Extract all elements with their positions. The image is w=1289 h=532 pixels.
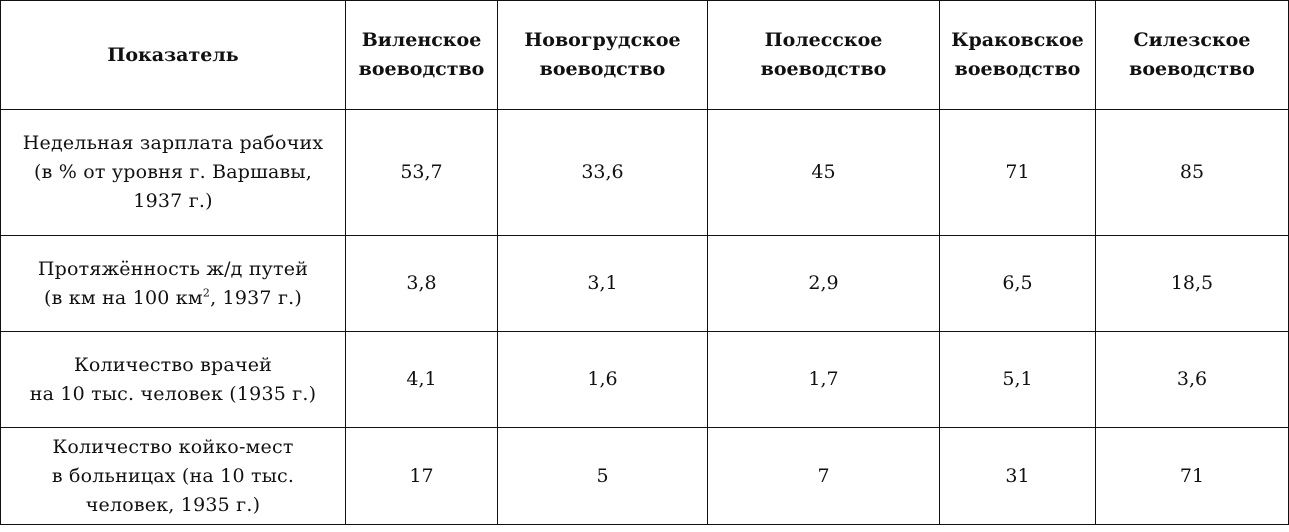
table-cell: 3,8 — [345, 235, 498, 332]
table-row-doctors: Количество врачей на 10 тыс. человек (193… — [0, 331, 1289, 428]
table-cell: 7 — [707, 427, 940, 525]
row-label-line: , 1937 г.) — [210, 286, 302, 309]
header-indicator-label: Показатель — [107, 43, 239, 66]
row-label-line: Количество койко-мест — [52, 435, 294, 458]
row-label-wages: Недельная зарплата рабочих (в % от уровня… — [0, 109, 346, 236]
table-cell: 3,6 — [1095, 331, 1289, 428]
header-region-krakow: Краковское воеводство — [939, 0, 1096, 110]
row-label-hospital-beds: Количество койко-мест в больницах (на 10 … — [0, 427, 346, 525]
header-region-name: Силезское — [1133, 29, 1251, 51]
row-label-railways: Протяжённость ж/д путей (в км на 100 км2,… — [0, 235, 346, 332]
table-cell: 31 — [939, 427, 1096, 525]
header-region-name: Краковское — [951, 29, 1084, 51]
table-cell: 4,1 — [345, 331, 498, 428]
header-region-name: Полесское — [764, 29, 883, 51]
header-region-type: воеводство — [358, 58, 485, 80]
row-label-line: (в % от уровня г. Варшавы, — [34, 161, 312, 183]
table-cell: 85 — [1095, 109, 1289, 236]
row-label-line: (в км на 100 км — [44, 286, 203, 309]
table-cell: 18,5 — [1095, 235, 1289, 332]
header-region-type: воеводство — [760, 58, 887, 80]
table-cell: 6,5 — [939, 235, 1096, 332]
header-region-name: Новогрудское — [524, 29, 681, 51]
header-region-polesie: Полесское воеводство — [707, 0, 940, 110]
superscript-squared: 2 — [202, 286, 211, 300]
table-row-railways: Протяжённость ж/д путей (в км на 100 км2,… — [0, 235, 1289, 332]
row-label-line: в больницах (на 10 тыс. — [51, 464, 295, 487]
table-cell: 1,7 — [707, 331, 940, 428]
table-cell: 5,1 — [939, 331, 1096, 428]
table-cell: 71 — [939, 109, 1096, 236]
table-cell: 71 — [1095, 427, 1289, 525]
header-region-name: Виленское — [361, 29, 482, 51]
row-label-line: человек, 1935 г.) — [85, 493, 261, 516]
header-row: Показатель Виленское воеводство Новогрудс… — [0, 0, 1289, 110]
table-cell: 1,6 — [497, 331, 708, 428]
table-cell: 53,7 — [345, 109, 498, 236]
header-region-type: воеводство — [954, 58, 1081, 80]
table-cell: 33,6 — [497, 109, 708, 236]
row-label-line: Количество врачей — [73, 353, 273, 376]
row-label-line: 1937 г.) — [133, 190, 213, 212]
table-row-wages: Недельная зарплата рабочих (в % от уровня… — [0, 109, 1289, 236]
table-cell: 45 — [707, 109, 940, 236]
header-region-silesia: Силезское воеводство — [1095, 0, 1289, 110]
table-cell: 5 — [497, 427, 708, 525]
row-label-line: Недельная зарплата рабочих — [22, 132, 324, 154]
table-row-hospital-beds: Количество койко-мест в больницах (на 10 … — [0, 427, 1289, 525]
row-label-line: Протяжённость ж/д путей — [37, 257, 309, 280]
header-indicator: Показатель — [0, 0, 346, 110]
table-cell: 3,1 — [497, 235, 708, 332]
row-label-line: на 10 тыс. человек (1935 г.) — [29, 382, 317, 405]
row-label-doctors: Количество врачей на 10 тыс. человек (193… — [0, 331, 346, 428]
header-region-type: воеводство — [539, 58, 666, 80]
table-cell: 2,9 — [707, 235, 940, 332]
header-region-novogrudok: Новогрудское воеводство — [497, 0, 708, 110]
header-region-vilnius: Виленское воеводство — [345, 0, 498, 110]
header-region-type: воеводство — [1129, 58, 1255, 80]
table-cell: 17 — [345, 427, 498, 525]
